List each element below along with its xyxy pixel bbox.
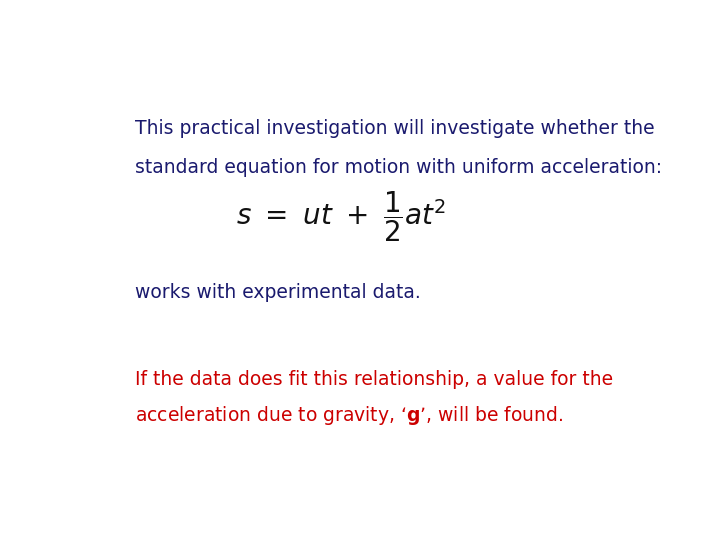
- Text: This practical investigation will investigate whether the: This practical investigation will invest…: [135, 119, 654, 138]
- Text: works with experimental data.: works with experimental data.: [135, 283, 420, 302]
- Text: acceleration due to gravity, ‘$\mathbf{g}$’, will be found.: acceleration due to gravity, ‘$\mathbf{g…: [135, 404, 563, 427]
- Text: standard equation for motion with uniform acceleration:: standard equation for motion with unifor…: [135, 158, 662, 177]
- Text: If the data does fit this relationship, a value for the: If the data does fit this relationship, …: [135, 370, 613, 389]
- Text: $s \ = \ ut \ + \ \dfrac{1}{2}at^{2}$: $s \ = \ ut \ + \ \dfrac{1}{2}at^{2}$: [236, 189, 446, 244]
